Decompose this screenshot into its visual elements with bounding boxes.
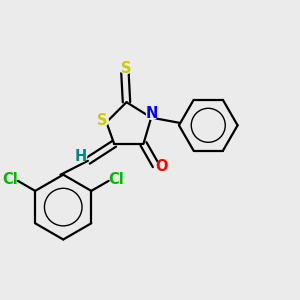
Text: O: O <box>155 160 168 175</box>
Circle shape <box>120 63 131 74</box>
Text: S: S <box>121 61 131 76</box>
Circle shape <box>76 151 87 162</box>
Circle shape <box>156 161 167 172</box>
Circle shape <box>111 174 122 185</box>
Circle shape <box>4 174 16 185</box>
Text: S: S <box>98 113 108 128</box>
Text: Cl: Cl <box>2 172 18 187</box>
Text: Cl: Cl <box>109 172 124 187</box>
Circle shape <box>97 115 108 126</box>
Circle shape <box>147 108 158 119</box>
Text: H: H <box>75 149 87 164</box>
Text: N: N <box>146 106 158 122</box>
